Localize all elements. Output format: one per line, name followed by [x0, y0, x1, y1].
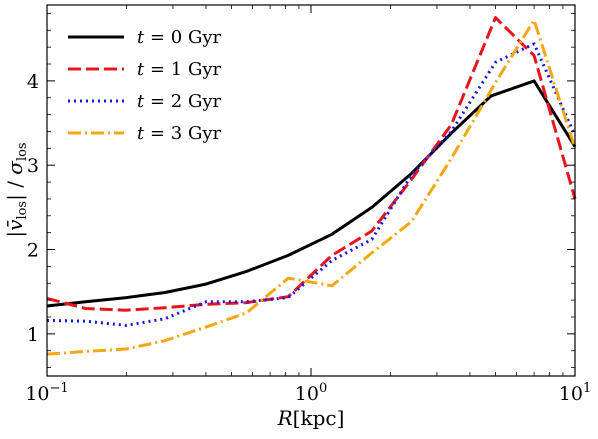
- legend: t = 0 Gyr t = 1 Gyr t = 2 Gyr t = 3 Gyr: [68, 27, 221, 144]
- x-tick-label: 10−1: [25, 381, 68, 405]
- y-tick-label: 3: [27, 155, 39, 177]
- tick-layer: 10−1 100 101 1 2 3 4: [25, 5, 591, 405]
- series-line-1: [46, 16, 577, 312]
- y-tick-label: 2: [27, 240, 39, 262]
- legend-label-3: t = 3 Gyr: [137, 123, 221, 144]
- legend-label-1: t = 1 Gyr: [137, 59, 221, 80]
- x-tick-label: 101: [559, 381, 591, 405]
- x-axis-label: R[kpc]: [277, 406, 345, 430]
- legend-label-0: t = 0 Gyr: [137, 27, 221, 48]
- series-layer: [46, 16, 577, 356]
- y-tick-label: 4: [27, 71, 39, 93]
- x-tick-label: 100: [295, 381, 327, 405]
- y-tick-label: 1: [27, 324, 39, 346]
- legend-label-2: t = 2 Gyr: [137, 91, 221, 112]
- series-line-0: [46, 79, 577, 308]
- series-line-3: [46, 18, 577, 356]
